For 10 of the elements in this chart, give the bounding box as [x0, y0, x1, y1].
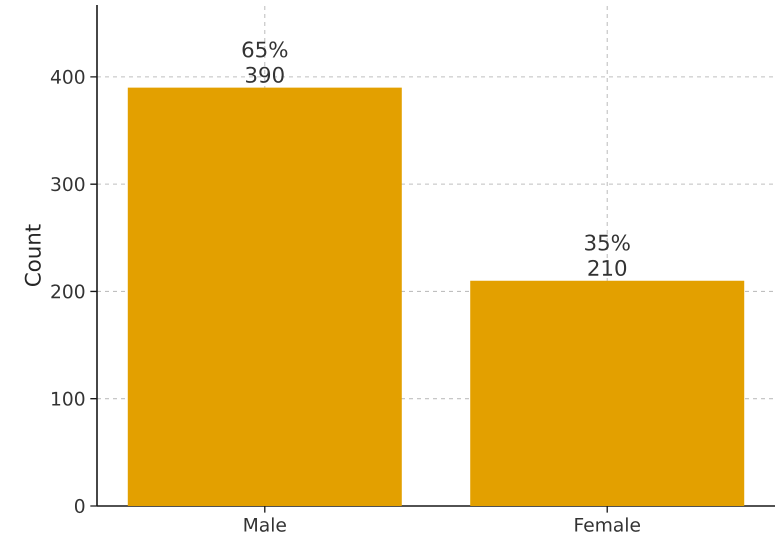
y-tick-label: 400: [50, 70, 84, 84]
y-tick-label: 0: [74, 498, 84, 514]
y-tick-label: 200: [51, 284, 84, 299]
data-label: 65% 390: [242, 41, 288, 83]
y-axis-title: Count: [24, 224, 41, 286]
y-tick-label: 100: [52, 392, 84, 406]
x-tick-label: Female: [575, 517, 640, 532]
data-label: 35% 210: [585, 234, 630, 276]
x-tick-label: Male: [244, 517, 286, 532]
y-tick-label: 300: [51, 177, 84, 192]
